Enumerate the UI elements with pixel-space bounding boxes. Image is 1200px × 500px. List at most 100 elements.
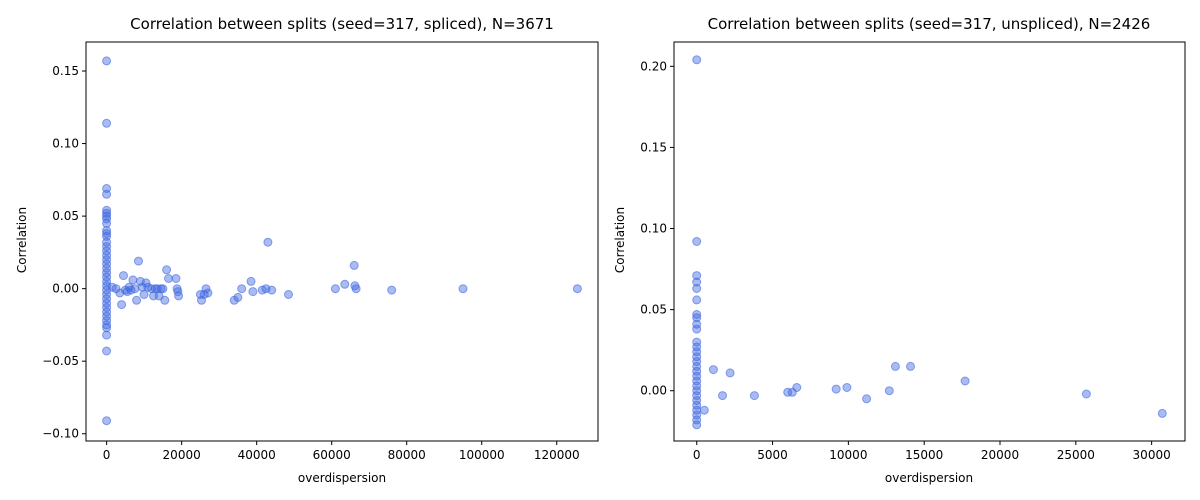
- data-point: [725, 368, 735, 378]
- data-point: [692, 310, 702, 319]
- data-point: [692, 324, 702, 334]
- y-tick-label: 0.10: [52, 137, 79, 151]
- plot-area: 0 5000 10000 15000 20000 25000 30000 0.00 0.05 0.…: [640, 41, 1186, 462]
- y-tick-label: 0.15: [52, 64, 79, 78]
- data-point: [692, 410, 702, 420]
- unspliced-scatter-panel: Correlation between splits (seed=317, un…: [613, 15, 1186, 485]
- data-point: [1157, 408, 1167, 418]
- y-tick-label: 0.05: [52, 209, 79, 223]
- x-tick-label: 60000: [313, 448, 351, 462]
- data-point: [692, 396, 702, 405]
- data-point: [692, 400, 702, 410]
- data-point: [128, 275, 138, 285]
- data-point: [263, 237, 273, 247]
- y-axis-label: Correlation: [613, 207, 627, 273]
- spliced-scatter-panel: Correlation between splits (seed=317, sp…: [15, 15, 599, 485]
- x-tick-label: 5000: [757, 448, 788, 462]
- data-point: [171, 274, 181, 283]
- data-point: [102, 330, 112, 340]
- data-point: [102, 211, 112, 221]
- x-tick-label: 25000: [1057, 448, 1095, 462]
- data-point: [246, 276, 256, 286]
- data-point: [267, 285, 277, 295]
- data-point: [699, 405, 709, 415]
- data-point: [201, 284, 211, 294]
- x-tick-label: 10000: [829, 448, 867, 462]
- data-point: [692, 237, 702, 246]
- data-point: [102, 320, 112, 330]
- data-point: [692, 55, 702, 65]
- data-point: [351, 284, 361, 294]
- data-point: [692, 420, 702, 430]
- data-point: [718, 391, 727, 401]
- data-point: [572, 284, 582, 294]
- data-point: [884, 386, 894, 396]
- data-point: [158, 284, 168, 294]
- data-point: [831, 384, 841, 394]
- y-axis-label: Correlation: [15, 207, 29, 273]
- data-point: [160, 295, 170, 305]
- data-point: [692, 347, 702, 357]
- data-point: [102, 118, 112, 128]
- data-point: [692, 366, 702, 376]
- data-point: [134, 256, 143, 266]
- data-point: [749, 391, 759, 401]
- x-tick-label: 0: [103, 448, 111, 462]
- y-tick-label: −0.05: [42, 354, 79, 368]
- x-tick-label: 80000: [388, 448, 426, 462]
- chart-title: Correlation between splits (seed=317, un…: [708, 15, 1151, 33]
- data-point: [783, 387, 793, 397]
- data-point: [862, 394, 872, 404]
- data-point: [102, 189, 112, 199]
- data-point: [842, 383, 852, 392]
- data-point: [102, 56, 112, 66]
- data-point: [164, 274, 173, 283]
- data-point: [692, 357, 702, 366]
- plot-area: 0 20000 40000 60000 80000 100000 120000 −0.10 −0…: [42, 41, 599, 462]
- data-point: [692, 342, 702, 352]
- x-tick-label: 40000: [238, 448, 276, 462]
- data-point: [119, 271, 128, 281]
- x-axis-label: overdispersion: [298, 471, 386, 485]
- data-point: [692, 319, 702, 329]
- data-point: [330, 284, 340, 294]
- data-point: [139, 290, 149, 299]
- x-tick-label: 0: [693, 448, 701, 462]
- data-point: [102, 229, 112, 238]
- data-point: [102, 218, 112, 228]
- x-tick-label: 100000: [459, 448, 505, 462]
- data-point: [387, 285, 397, 295]
- plot-frame: [673, 41, 1186, 442]
- data-point: [233, 292, 243, 302]
- data-point: [692, 371, 702, 381]
- data-point: [102, 346, 112, 356]
- data-point: [692, 381, 702, 391]
- y-tick-label: 0.00: [52, 282, 79, 296]
- y-tick-label: 0.05: [640, 303, 667, 317]
- data-point: [890, 361, 900, 371]
- y-tick-label: 0.20: [640, 59, 667, 73]
- y-tick-label: 0.00: [640, 384, 667, 398]
- data-point: [117, 300, 127, 310]
- data-point: [162, 265, 172, 275]
- data-point: [692, 386, 702, 396]
- data-point: [237, 284, 247, 294]
- y-tick-label: −0.10: [42, 427, 79, 441]
- data-point: [692, 271, 702, 281]
- x-tick-label: 20000: [163, 448, 201, 462]
- y-tick-label: 0.15: [640, 140, 667, 154]
- data-point: [284, 290, 293, 299]
- data-point: [792, 383, 802, 392]
- x-tick-label: 30000: [1133, 448, 1171, 462]
- data-point: [692, 295, 702, 305]
- data-point: [960, 376, 970, 386]
- data-point: [692, 415, 702, 425]
- data-point: [102, 416, 112, 426]
- data-point: [203, 288, 213, 298]
- data-point: [692, 391, 702, 401]
- y-tick-label: 0.10: [640, 222, 667, 236]
- data-point: [692, 277, 702, 287]
- data-point: [340, 279, 350, 289]
- data-point: [906, 361, 915, 371]
